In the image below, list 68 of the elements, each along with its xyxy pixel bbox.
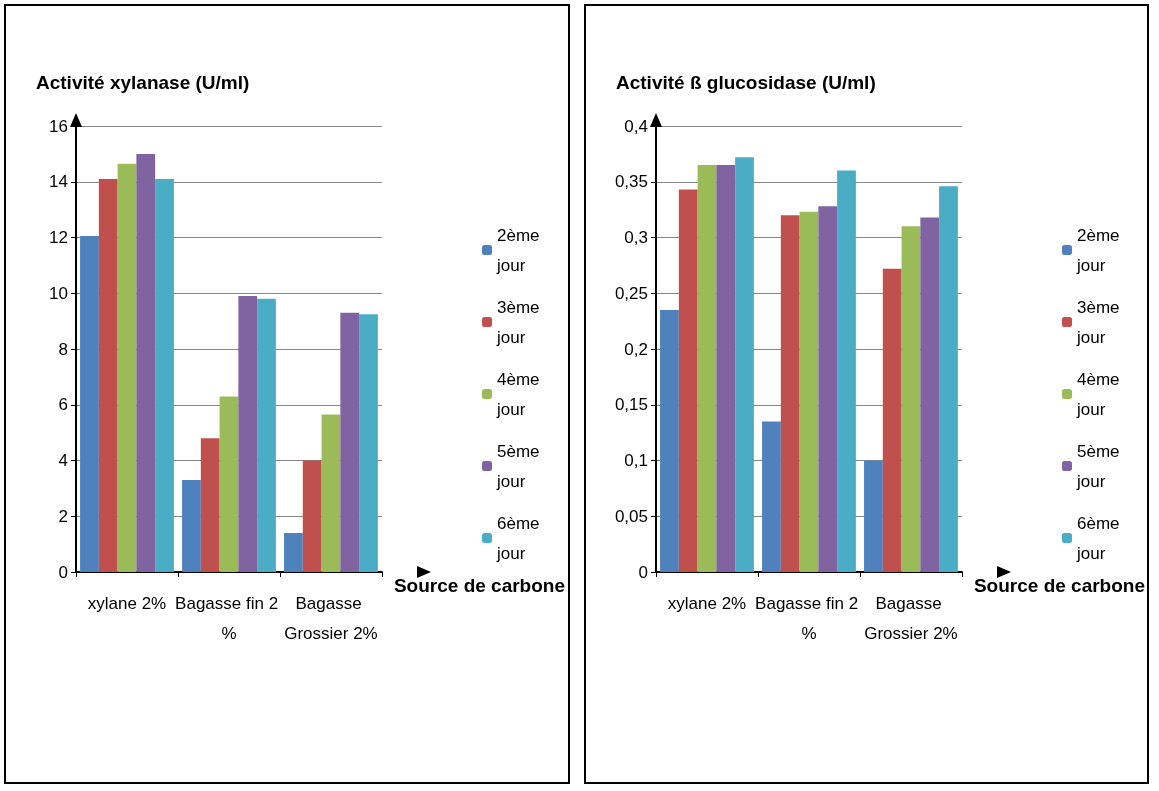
bar <box>117 163 137 572</box>
bar <box>359 314 378 572</box>
y-tick-label: 4 <box>58 451 68 470</box>
y-tick-label: 12 <box>49 228 68 247</box>
y-tick-label: 0,4 <box>623 116 648 136</box>
bar <box>817 206 837 572</box>
bar <box>257 298 276 572</box>
bar <box>182 480 201 572</box>
y-tick-label: 6 <box>58 395 68 415</box>
y-tick-label: 10 <box>49 283 68 303</box>
y-tick-label: 0 <box>58 562 68 582</box>
bar <box>863 460 883 572</box>
bar <box>659 309 679 572</box>
bar <box>697 165 716 572</box>
bar <box>761 421 781 572</box>
x-axis-title: Source de carbone <box>973 574 1145 596</box>
x-tick-label: Bagasse fin 2 % <box>754 593 863 643</box>
bar <box>734 157 754 572</box>
y-tick-label: 0,1 <box>623 451 648 470</box>
bar <box>321 414 341 572</box>
bar <box>219 396 239 572</box>
legend-label: 2ème jour <box>1075 225 1124 275</box>
x-tick-label: Bagasse Grossier 2% <box>284 593 378 643</box>
y-tick-label: 8 <box>58 339 68 359</box>
y-tick-label: 14 <box>49 172 68 192</box>
bar <box>938 186 958 572</box>
bar <box>678 189 698 572</box>
x-tick-label: xylane 2% <box>87 593 167 613</box>
legend-label: 4ème jour <box>496 369 545 419</box>
x-axis-title: Source de carbone <box>393 574 566 596</box>
y-tick-label: 16 <box>49 116 68 136</box>
y-tick-label: 0,35 <box>614 172 648 192</box>
bar <box>882 268 902 572</box>
bar <box>302 460 322 572</box>
bar <box>715 165 735 572</box>
y-tick-label: 0,2 <box>623 339 648 359</box>
legend-label: 2ème jour <box>496 225 545 275</box>
bar <box>238 296 258 572</box>
bar <box>919 217 939 572</box>
legend-label: 5ème jour <box>496 441 545 491</box>
bar <box>340 312 360 572</box>
legend-label: 5ème jour <box>1075 441 1124 491</box>
bar <box>284 532 303 572</box>
y-axis-title: Activité ß glucosidase (U/ml) <box>615 72 876 93</box>
legend-label: 3ème jour <box>1075 297 1124 347</box>
bar <box>98 178 118 572</box>
bar <box>901 226 920 572</box>
legend-label: 3ème jour <box>496 297 545 347</box>
bar <box>80 236 99 572</box>
bar <box>155 178 174 572</box>
y-axis-title: Activité xylanase (U/ml) <box>36 72 250 93</box>
y-tick-label: 0,15 <box>614 395 648 415</box>
legend-label: 4ème jour <box>1075 369 1124 419</box>
legend-label: 6ème jour <box>1075 513 1124 563</box>
y-tick-label: 0,25 <box>614 283 648 303</box>
y-tick-label: 0 <box>638 562 648 582</box>
bar <box>136 153 156 572</box>
y-tick-label: 2 <box>58 506 68 526</box>
x-tick-label: Bagasse fin 2 % <box>175 593 283 643</box>
bar <box>780 215 800 572</box>
bar <box>200 438 220 572</box>
x-tick-label: xylane 2% <box>667 593 746 613</box>
legend-label: 6ème jour <box>496 513 545 563</box>
y-tick-label: 0,05 <box>614 506 648 526</box>
y-tick-label: 0,3 <box>623 228 648 247</box>
x-tick-label: Bagasse Grossier 2% <box>863 593 958 643</box>
bar <box>836 170 856 572</box>
bar <box>799 211 818 572</box>
